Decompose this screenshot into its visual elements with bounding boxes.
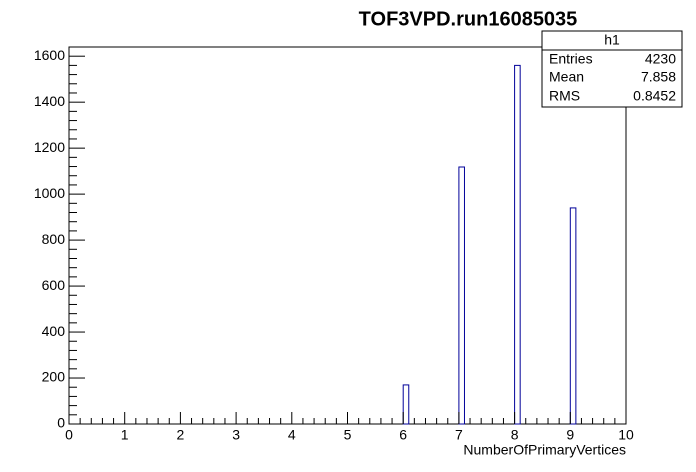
y-tick-label: 1600 [34,47,65,63]
stats-label: Entries [549,51,593,67]
stats-value: 7.858 [641,69,676,85]
x-tick-label: 9 [566,427,574,443]
stats-label: RMS [549,88,580,104]
bar [514,64,521,425]
x-tick-label: 5 [344,427,352,443]
y-tick-label: 200 [42,369,66,385]
x-tick-label: 8 [511,427,519,443]
x-tick-label: 6 [399,427,407,443]
bar [402,384,410,425]
y-tick-label: 1000 [34,185,65,201]
y-tick-label: 600 [42,277,66,293]
y-tick-label: 1200 [34,139,65,155]
bar [569,207,577,425]
x-axis-label: NumberOfPrimaryVertices [463,442,626,458]
stats-box: h1 Entries 4230 Mean 7.858 RMS 0.8452 [541,30,683,108]
x-tick-label: 3 [232,427,240,443]
x-tick-label: 1 [121,427,129,443]
y-tick-label: 1400 [34,93,65,109]
stats-value: 0.8452 [633,88,676,104]
stats-label: Mean [549,69,584,85]
y-tick-label: 400 [42,323,66,339]
x-tick-label: 4 [288,427,296,443]
stats-title: h1 [604,32,620,48]
x-tick-label: 2 [177,427,185,443]
stats-value: 4230 [645,51,676,67]
bar [458,166,465,425]
x-tick-label: 7 [455,427,463,443]
x-tick-label: 10 [618,427,634,443]
stats-frame [541,30,683,108]
y-tick-label: 0 [57,415,65,431]
chart-title: TOF3VPD.run16085035 [359,8,578,30]
x-tick-label: 0 [65,427,73,443]
y-tick-label: 800 [42,231,66,247]
